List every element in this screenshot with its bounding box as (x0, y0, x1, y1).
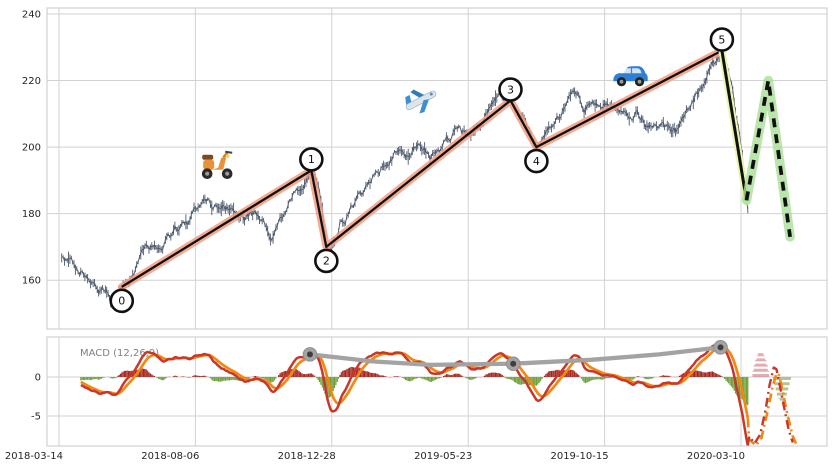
macd-histogram-negative (80, 377, 749, 406)
x-tick-label: 2019-10-15 (550, 451, 608, 462)
macd-trend-dot-center (717, 344, 724, 351)
main-panel-frame (46, 7, 828, 330)
wave-point-number: 4 (533, 155, 540, 168)
wave-point-4: 4 (524, 148, 549, 174)
wave-point-number: 3 (507, 83, 514, 96)
x-tick-label: 2019-05-23 (414, 451, 472, 462)
signal-forecast-line (746, 371, 799, 446)
main-y-tick-label: 160 (22, 276, 41, 287)
main-y-tick-label: 200 (22, 143, 41, 154)
wave-point-circle (314, 248, 339, 274)
macd-trend-dot-center (510, 360, 517, 367)
airplane-icon (405, 89, 437, 114)
macd-y-tick-label: -5 (31, 412, 41, 423)
wave-point-circle (109, 288, 135, 314)
main-y-tick-label: 240 (22, 10, 41, 21)
wave-point-2: 2 (314, 248, 339, 274)
x-tick-label: 2018-08-06 (141, 451, 199, 462)
main-panel (61, 46, 795, 309)
car-icon (613, 66, 648, 87)
wave-point-number: 0 (118, 295, 125, 308)
wave-point-5: 5 (709, 27, 735, 52)
x-tick-label: 2020-03-10 (687, 451, 745, 462)
macd-y-tick-label: 0 (35, 373, 41, 384)
wave-point-number: 5 (718, 33, 725, 46)
forecast-dashed-line (744, 78, 792, 238)
wave-point-0: 0 (109, 288, 135, 314)
wave-point-circle (498, 77, 523, 102)
macd-trend-dot-center (306, 351, 313, 358)
wave-point-circle (299, 147, 324, 172)
main-y-tick-label: 180 (22, 209, 41, 220)
x-tick-label: 2018-12-28 (278, 451, 336, 462)
wave-point-circle (524, 148, 549, 174)
wave-trend-line (121, 49, 723, 288)
scooter-icon (201, 150, 233, 179)
x-tick-label: 2018-03-14 (5, 451, 63, 462)
wave-point-1: 1 (299, 147, 324, 172)
macd-panel-frame (46, 336, 828, 447)
wave-point-number: 1 (308, 153, 315, 166)
macd-panel (80, 340, 799, 446)
wave-point-number: 2 (323, 255, 330, 268)
wave-point-circle (709, 27, 735, 52)
main-y-tick-label: 220 (22, 76, 41, 87)
macd-indicator-label: MACD (12,26,9) (80, 348, 159, 359)
macd-histogram-positive (107, 366, 723, 377)
macd-forecast-histogram-positive (752, 351, 770, 377)
forecast-solid-line (720, 50, 748, 201)
wave-point-3: 3 (498, 77, 523, 102)
